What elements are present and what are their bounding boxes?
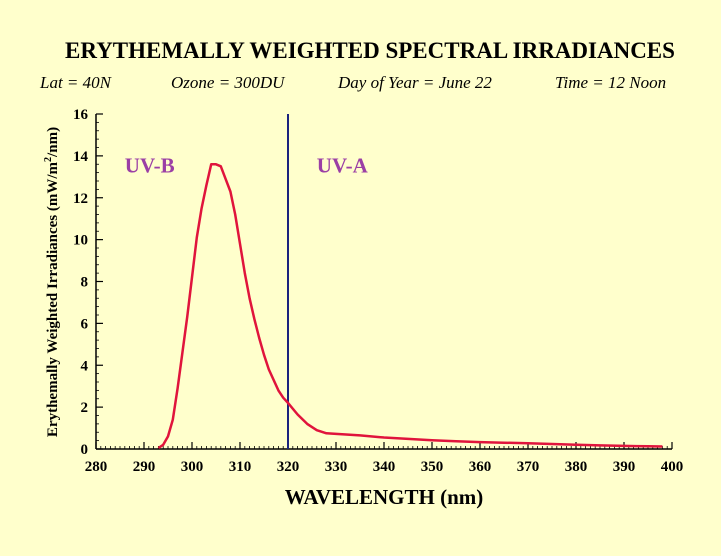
x-tick-label: 390 xyxy=(613,459,636,475)
plot-area: 280 290 300 310 320 330 340 350 360 370 380 390 400 0… xyxy=(73,107,683,475)
x-tick-label: 360 xyxy=(469,459,492,475)
y-tick-label: 16 xyxy=(73,107,89,123)
x-tick-label: 330 xyxy=(325,459,348,475)
x-tick-label: 290 xyxy=(133,459,156,475)
y-tick-label: 2 xyxy=(81,400,89,416)
x-axis-title: WAVELENGTH (nm) xyxy=(285,485,484,509)
y-axis-title-superscript: 2 xyxy=(43,157,54,162)
subtitle-time: Time = 12 Noon xyxy=(555,73,666,92)
irradiance-series-line xyxy=(157,163,663,450)
y-axis-title-end: /nm) xyxy=(45,127,61,158)
x-tick-label: 340 xyxy=(373,459,396,475)
y-tick-label: 4 xyxy=(81,358,89,374)
x-tick-label: 300 xyxy=(181,459,204,475)
x-tick-label: 280 xyxy=(85,459,108,475)
y-tick-label: 12 xyxy=(73,191,88,207)
subtitle-day: Day of Year = June 22 xyxy=(337,73,492,92)
y-tick-label: 8 xyxy=(81,275,89,291)
uva-label: UV-A xyxy=(317,154,369,178)
y-tick-label: 14 xyxy=(73,149,89,165)
x-tick-label: 380 xyxy=(565,459,588,475)
x-tick-label: 320 xyxy=(277,459,300,475)
subtitle-ozone: Ozone = 300DU xyxy=(171,73,286,92)
x-tick-label: 310 xyxy=(229,459,252,475)
y-tick-label: 0 xyxy=(81,442,89,458)
x-tick-label: 370 xyxy=(517,459,540,475)
subtitle-lat: Lat = 40N xyxy=(39,73,113,92)
uvb-label: UV-B xyxy=(125,154,175,178)
x-tick-label: 350 xyxy=(421,459,444,475)
y-tick-label: 6 xyxy=(81,316,89,332)
y-tick-label: 10 xyxy=(73,233,88,249)
x-tick-label: 400 xyxy=(661,459,684,475)
y-axis-title-main: Erythemally Weighted Irradiances (mW/m xyxy=(45,161,61,437)
y-axis-title: Erythemally Weighted Irradiances (mW/m2/… xyxy=(43,127,61,437)
chart-title: ERYTHEMALLY WEIGHTED SPECTRAL IRRADIANCE… xyxy=(65,38,675,63)
